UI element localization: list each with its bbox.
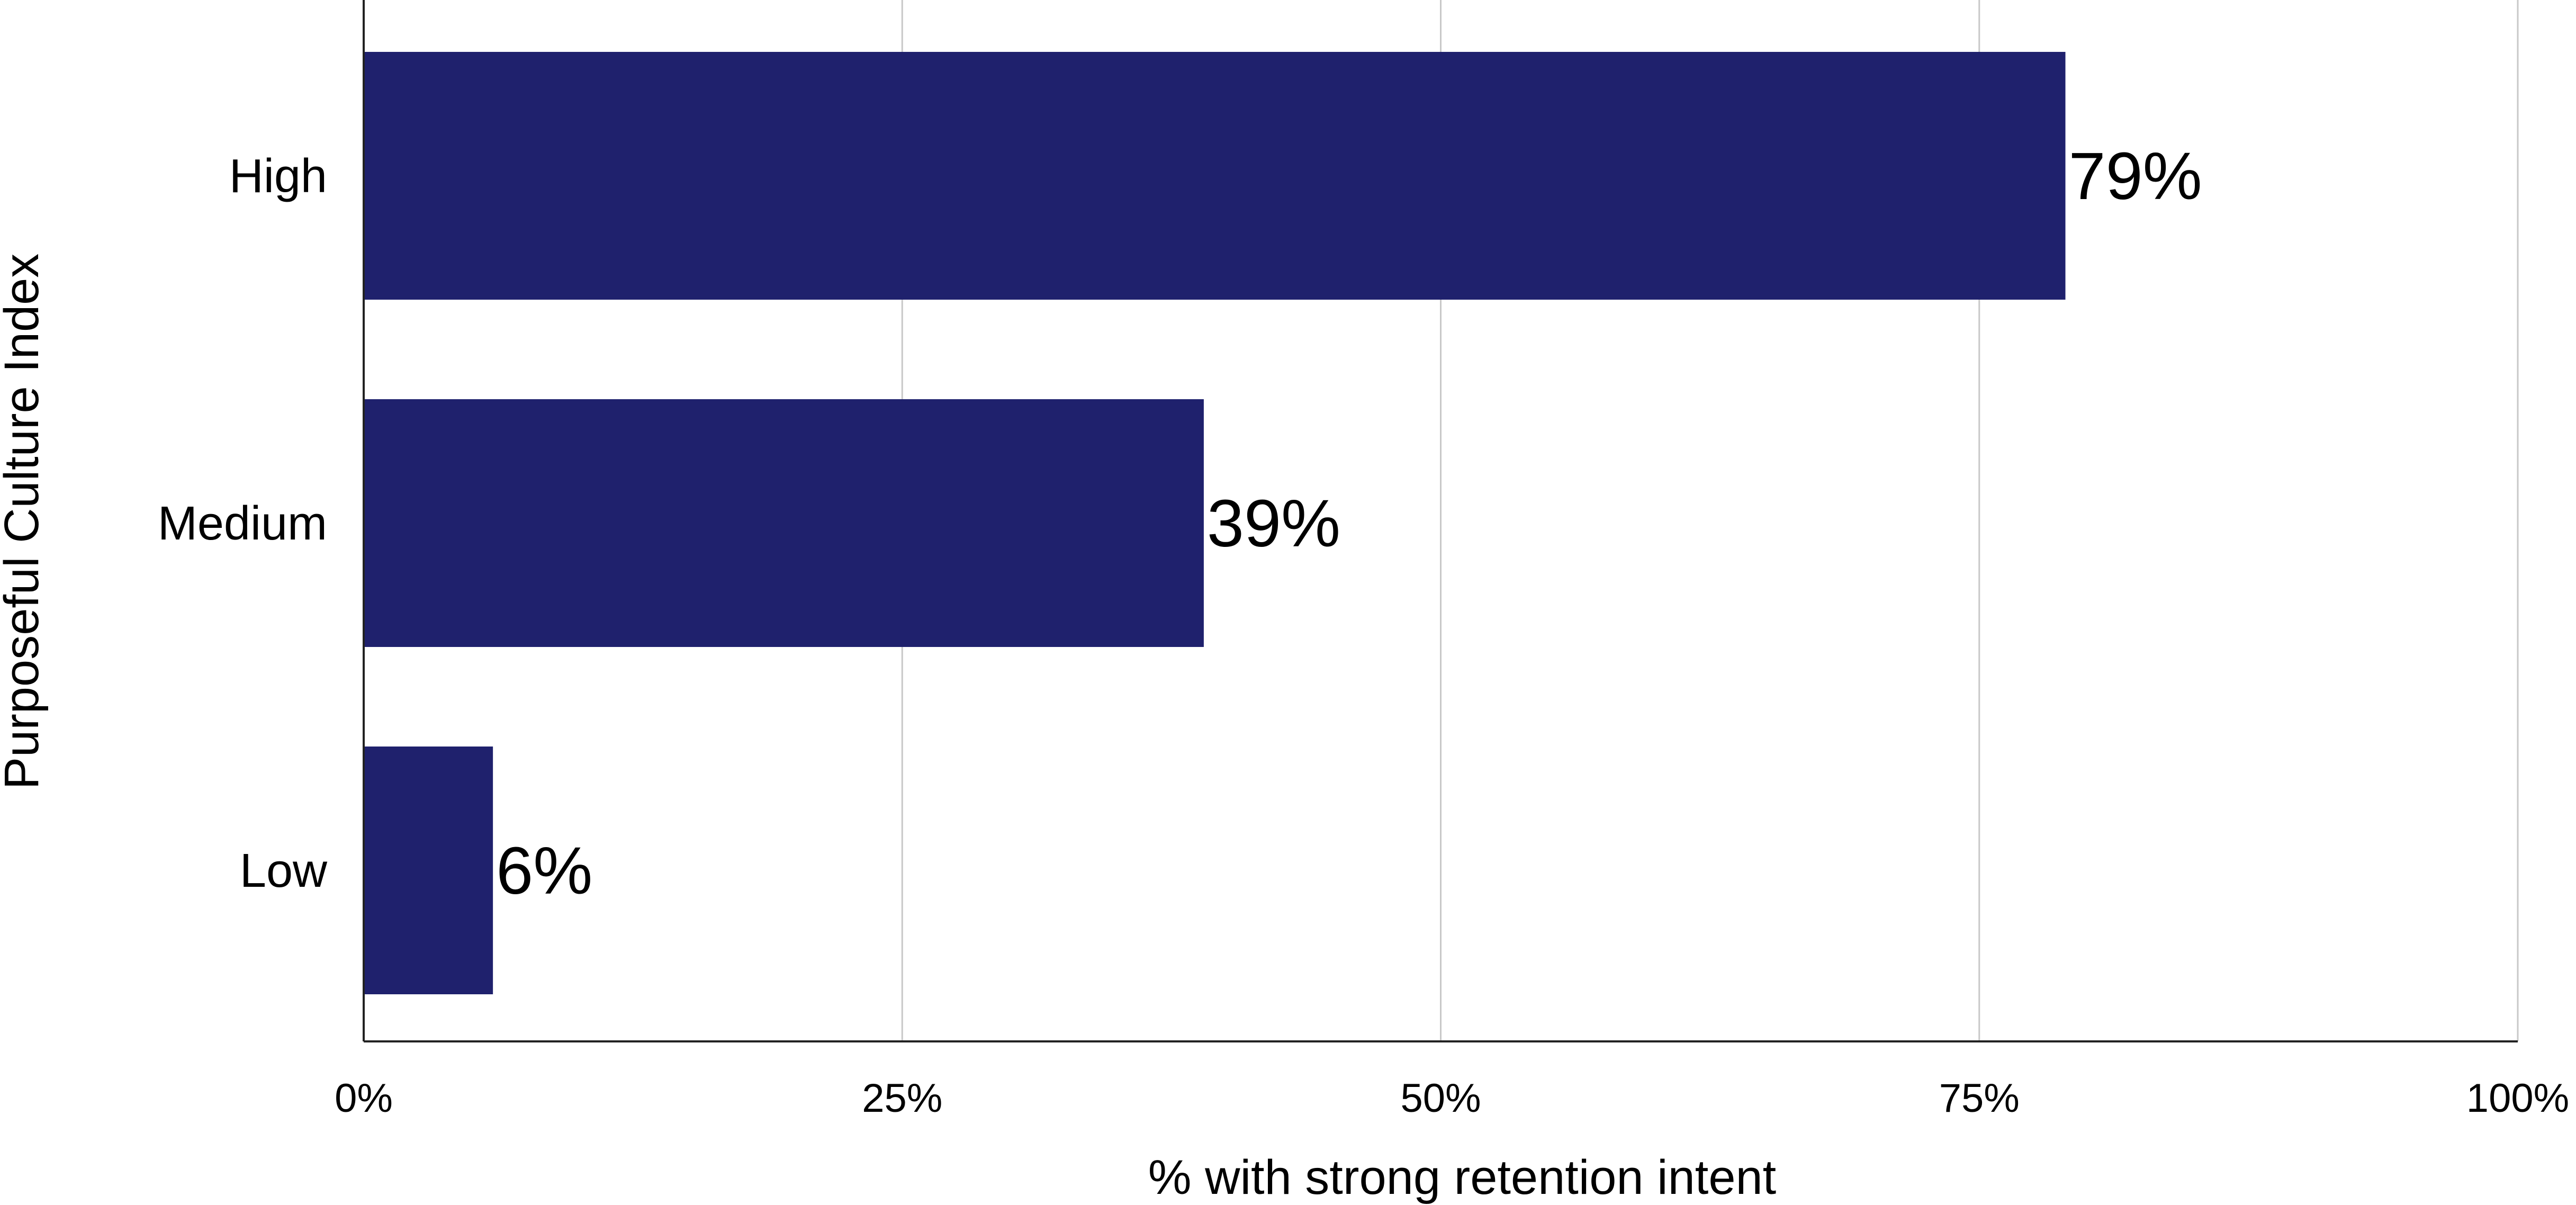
data-label: 39% bbox=[1207, 486, 1340, 561]
bar-high bbox=[364, 52, 2066, 300]
bars bbox=[364, 52, 2066, 994]
x-tick-label: 25% bbox=[862, 1076, 942, 1121]
x-tick-labels: 0% 25% 50% 75% 100% bbox=[335, 1076, 2569, 1121]
category-label: Medium bbox=[158, 497, 327, 550]
data-label: 6% bbox=[496, 833, 592, 908]
x-tick-label: 0% bbox=[335, 1076, 393, 1121]
x-tick-label: 50% bbox=[1400, 1076, 1481, 1121]
category-label: High bbox=[229, 150, 327, 203]
axes bbox=[363, 0, 2518, 1042]
bar-low bbox=[364, 747, 493, 994]
data-label: 79% bbox=[2069, 139, 2202, 213]
x-tick-label: 75% bbox=[1939, 1076, 2020, 1121]
y-axis-title: Purposeful Culture Index bbox=[0, 254, 49, 790]
category-label: Low bbox=[240, 844, 328, 897]
data-labels: 79% 39% 6% bbox=[496, 139, 2202, 908]
x-tick-label: 100% bbox=[2466, 1076, 2569, 1121]
bar-medium bbox=[364, 399, 1204, 647]
category-labels: High Medium Low bbox=[158, 150, 328, 897]
x-axis-title: % with strong retention intent bbox=[1148, 1150, 1776, 1204]
